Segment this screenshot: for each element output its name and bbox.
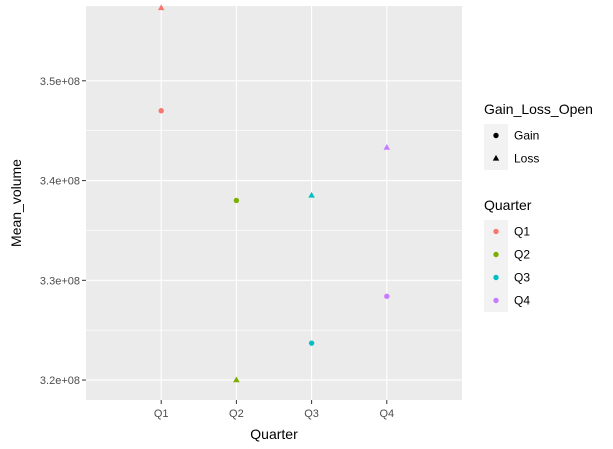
legend-key-triangle: [492, 154, 500, 161]
data-point-loss: [383, 144, 391, 150]
data-point-loss: [308, 191, 315, 198]
y-tick-label: 3.4e+08: [40, 176, 80, 188]
data-points: [157, 4, 391, 383]
y-tick-label: 3.5e+08: [40, 76, 80, 88]
legend-label: Loss: [514, 152, 539, 166]
x-tick-label: Q1: [154, 408, 169, 420]
legend-key-circle: [493, 132, 499, 139]
x-tick-label: Q4: [379, 408, 394, 420]
data-point-gain: [384, 293, 390, 299]
legend-title: Gain_Loss_Open: [484, 101, 593, 117]
x-axis-title: Quarter: [250, 426, 298, 442]
legend-label: Gain: [514, 129, 539, 143]
data-point-gain: [233, 197, 240, 204]
legend-label: Q1: [514, 225, 530, 239]
y-axis-title: Mean_volume: [8, 159, 24, 247]
legend-key-color: [493, 297, 499, 304]
legend-label: Q2: [514, 248, 530, 262]
legend-key-color: [493, 228, 499, 235]
legend: Gain_Loss_Open Gain Loss Quarter Q1 Q2 Q3 Q4: [484, 101, 593, 312]
axis-ticks: 3.2e+08 3.3e+08 3.4e+08 3.5e+08 Q1 Q2 Q3 Q4: [40, 76, 394, 420]
data-point-loss: [233, 376, 240, 383]
data-point-gain: [158, 108, 164, 114]
legend-label: Q3: [514, 271, 530, 285]
x-tick-label: Q2: [229, 408, 244, 420]
legend-key-background: [484, 220, 508, 312]
y-tick-label: 3.3e+08: [40, 275, 80, 287]
legend-key-color: [493, 274, 499, 281]
panel-background: [86, 6, 462, 400]
y-tick-label: 3.2e+08: [40, 375, 80, 387]
legend-key-background: [484, 124, 508, 170]
data-point-loss: [157, 4, 165, 11]
legend-label: Q4: [514, 294, 530, 308]
legend-key-color: [493, 251, 499, 258]
legend-title: Quarter: [484, 197, 532, 213]
x-tick-label: Q3: [304, 408, 319, 420]
data-point-gain: [308, 340, 315, 346]
